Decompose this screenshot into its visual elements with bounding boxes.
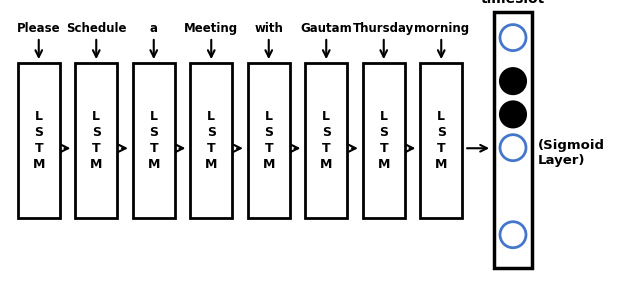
Bar bbox=[133, 63, 175, 218]
Text: Gautam: Gautam bbox=[301, 22, 352, 35]
Text: timeslot: timeslot bbox=[481, 0, 545, 6]
Text: L
S
T
M: L S T M bbox=[378, 110, 390, 171]
Text: with: with bbox=[254, 22, 283, 35]
Bar bbox=[305, 63, 347, 218]
Text: Thursday: Thursday bbox=[353, 22, 415, 35]
Text: L
S
T
M: L S T M bbox=[262, 110, 275, 171]
Text: L
S
T
M: L S T M bbox=[320, 110, 332, 171]
Text: L
S
T
M: L S T M bbox=[205, 110, 217, 171]
Text: Please: Please bbox=[17, 22, 61, 35]
Circle shape bbox=[500, 102, 526, 127]
Text: L
S
T
M: L S T M bbox=[90, 110, 103, 171]
Text: Schedule: Schedule bbox=[66, 22, 127, 35]
Text: L
S
T
M: L S T M bbox=[435, 110, 448, 171]
Text: L
S
T
M: L S T M bbox=[32, 110, 45, 171]
Bar bbox=[18, 63, 60, 218]
Circle shape bbox=[500, 222, 526, 248]
Circle shape bbox=[500, 25, 526, 51]
Text: morning: morning bbox=[414, 22, 469, 35]
Bar bbox=[190, 63, 232, 218]
Circle shape bbox=[500, 68, 526, 94]
Bar bbox=[420, 63, 462, 218]
Text: (Sigmoid
Layer): (Sigmoid Layer) bbox=[538, 139, 605, 167]
Text: L
S
T
M: L S T M bbox=[148, 110, 160, 171]
Circle shape bbox=[500, 135, 526, 161]
Bar bbox=[248, 63, 290, 218]
Bar bbox=[494, 12, 532, 268]
Text: Meeting: Meeting bbox=[184, 22, 238, 35]
Text: a: a bbox=[150, 22, 158, 35]
Bar bbox=[363, 63, 404, 218]
Bar bbox=[75, 63, 117, 218]
